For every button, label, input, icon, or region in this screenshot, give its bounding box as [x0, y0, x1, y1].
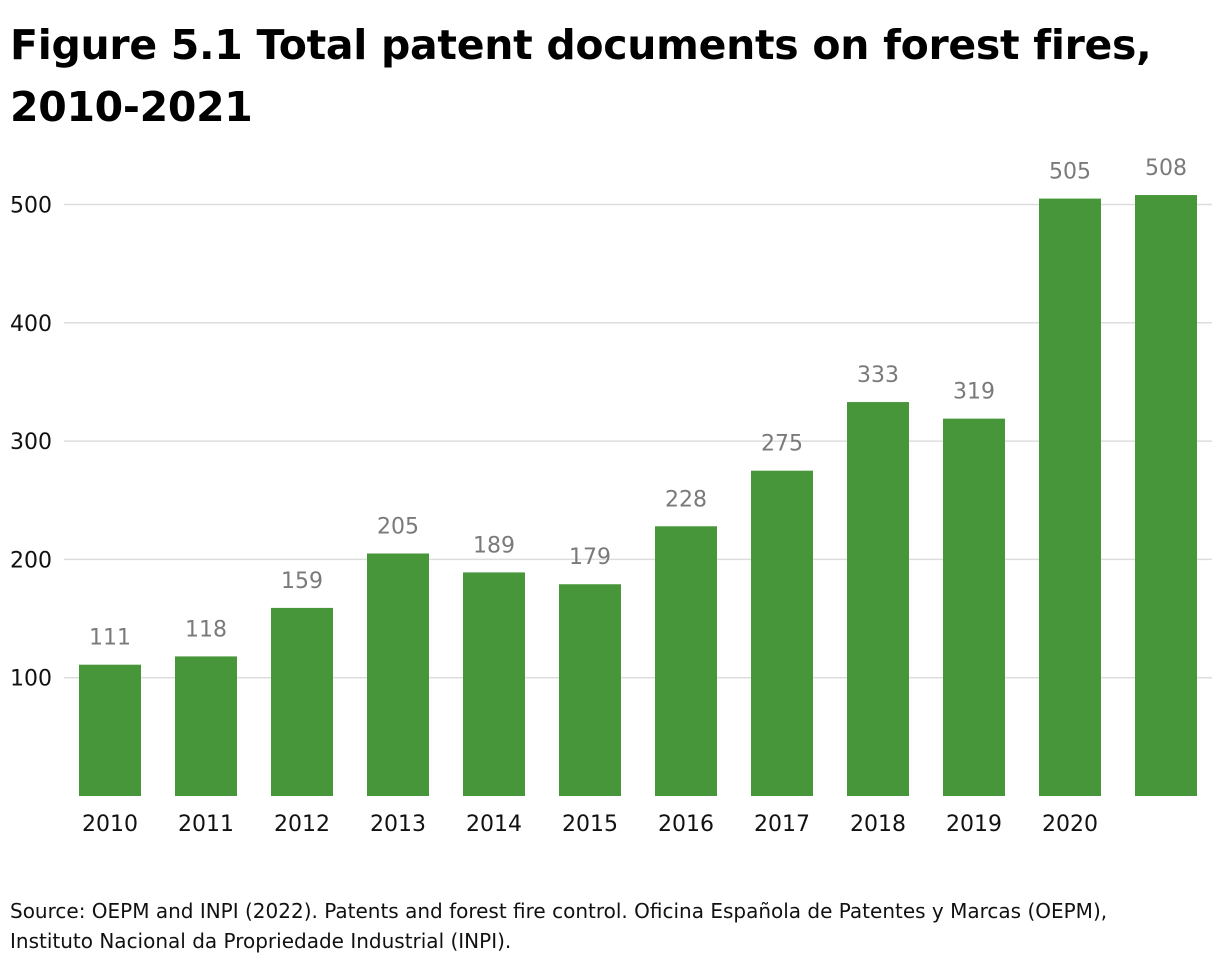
bar: [655, 526, 717, 796]
data-label: 111: [89, 626, 131, 651]
bar-chart: 100 200 300 400 500 111 118 159 205 189 179 228 275…: [10, 156, 1212, 837]
bar: [751, 470, 813, 796]
bar: [463, 572, 525, 796]
source-note: Source: OEPM and INPI (2022). Patents an…: [10, 899, 1108, 953]
bar: [79, 664, 141, 796]
y-tick-label: 100: [10, 667, 52, 692]
y-tick-label: 500: [10, 194, 52, 219]
bar: [847, 402, 909, 796]
data-label: 179: [569, 545, 611, 570]
x-tick-label: 2011: [178, 812, 234, 837]
x-tick-label: 2015: [562, 812, 618, 837]
x-tick-label: 2017: [754, 812, 810, 837]
bars: [79, 195, 1197, 796]
bar: [271, 607, 333, 796]
y-tick-label: 200: [10, 548, 52, 573]
x-tick-label: 2016: [658, 812, 714, 837]
x-tick-label: 2018: [850, 812, 906, 837]
x-axis: 2010 2011 2012 2013 2014 2015 2016 2017 2018 2019…: [82, 812, 1098, 837]
data-label: 189: [473, 533, 515, 558]
data-label: 319: [953, 380, 995, 405]
data-label: 508: [1145, 156, 1187, 181]
data-label: 118: [185, 617, 227, 642]
bar: [1039, 198, 1101, 796]
x-tick-label: 2020: [1042, 812, 1098, 837]
y-axis: 100 200 300 400 500: [10, 194, 52, 692]
x-tick-label: 2012: [274, 812, 330, 837]
bar: [175, 656, 237, 796]
y-tick-label: 400: [10, 312, 52, 337]
x-tick-label: 2013: [370, 812, 426, 837]
x-tick-label: 2019: [946, 812, 1002, 837]
chart-title: Figure 5.1 Total patent documents on for…: [10, 21, 1152, 131]
data-labels: 111 118 159 205 189 179 228 275 333 319 505 508: [89, 156, 1187, 651]
y-tick-label: 300: [10, 430, 52, 455]
data-label: 205: [377, 514, 419, 539]
bar: [367, 553, 429, 796]
data-label: 228: [665, 487, 707, 512]
data-label: 275: [761, 432, 803, 457]
bar: [559, 584, 621, 796]
data-label: 159: [281, 569, 323, 594]
x-tick-label: 2010: [82, 812, 138, 837]
bar: [943, 418, 1005, 796]
data-label: 333: [857, 363, 899, 388]
bar: [1135, 195, 1197, 796]
x-tick-label: 2014: [466, 812, 522, 837]
data-label: 505: [1049, 160, 1091, 185]
gridlines: [64, 203, 1212, 679]
